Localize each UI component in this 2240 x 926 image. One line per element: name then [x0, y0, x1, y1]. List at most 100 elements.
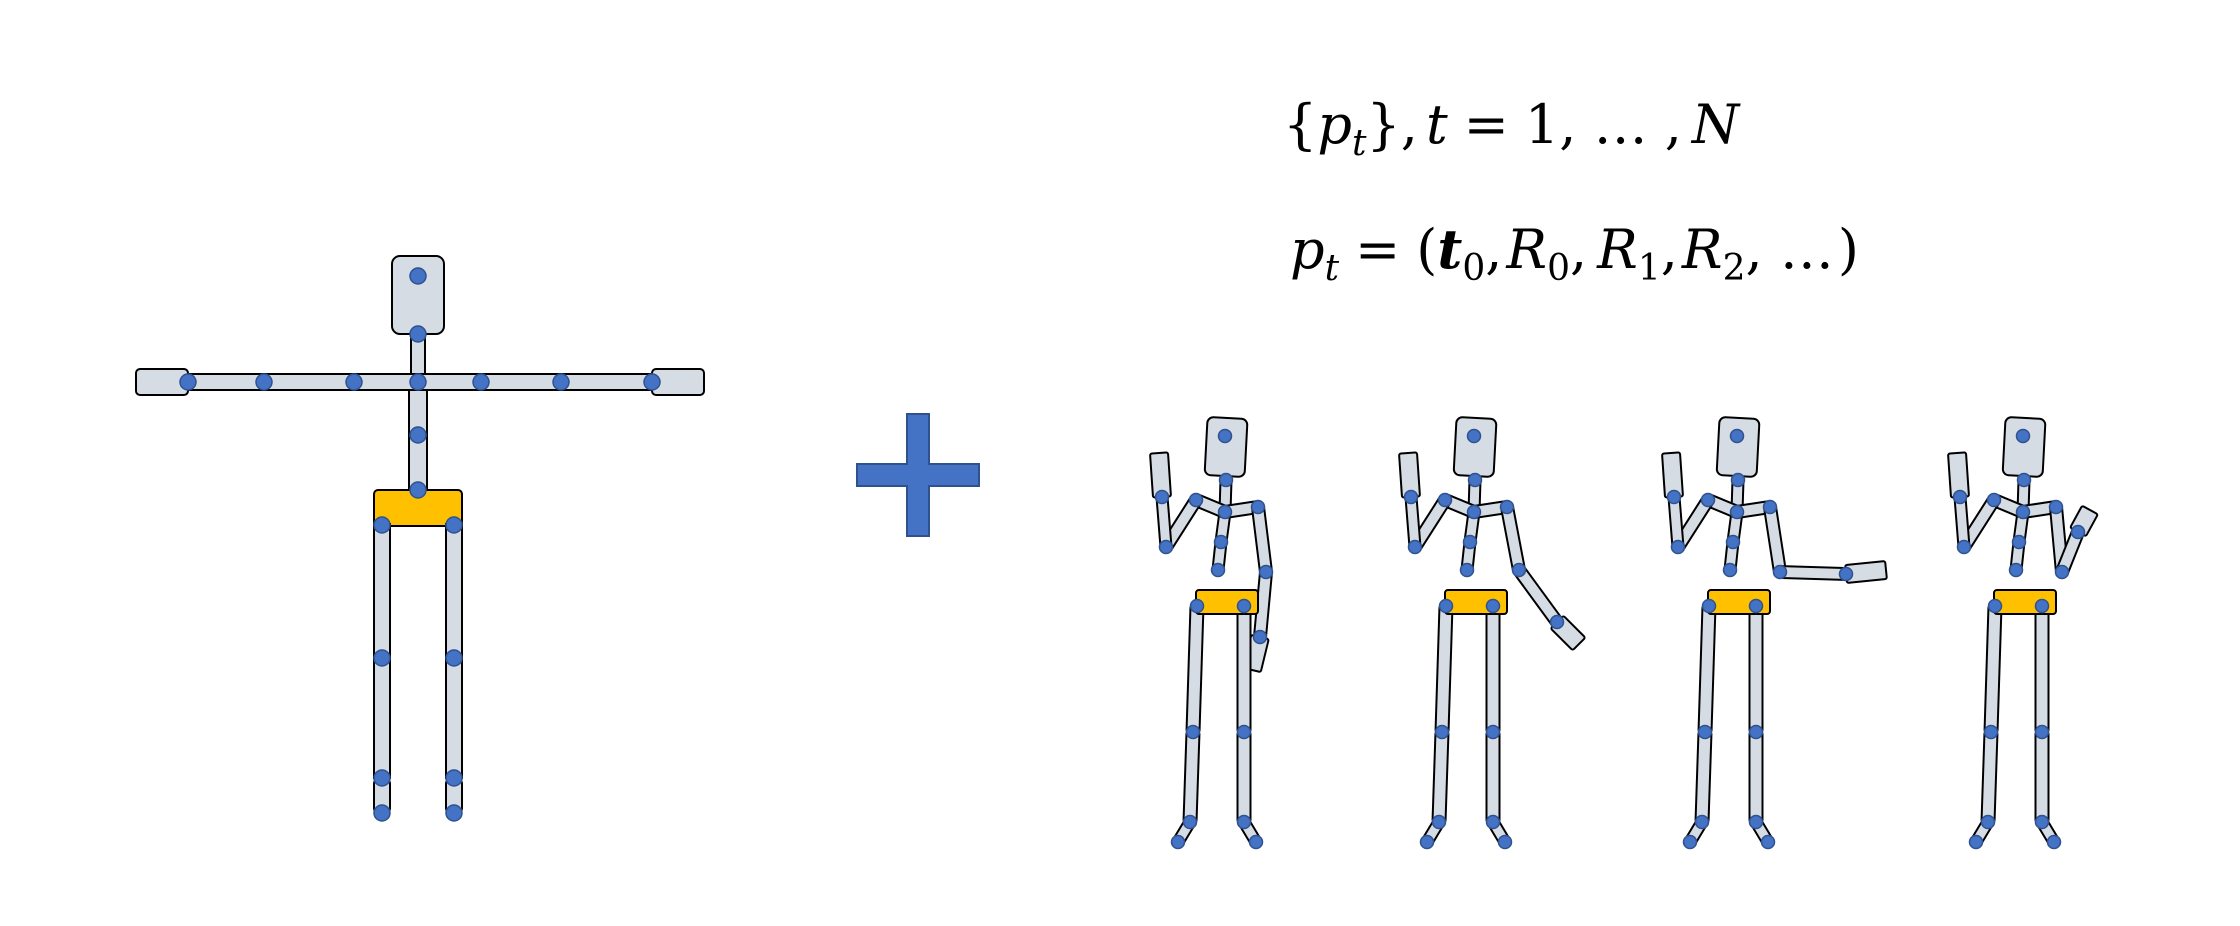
right-thigh — [1485, 605, 1501, 733]
right-shin — [445, 657, 463, 779]
left-shin — [1694, 730, 1713, 824]
left-ankle-joint — [373, 769, 391, 787]
spine-joint — [409, 426, 427, 444]
left-toe-joint — [1682, 834, 1698, 850]
right-knee-joint — [1748, 724, 1764, 740]
chest-joint — [1466, 504, 1482, 520]
left-thigh — [1983, 604, 2003, 734]
left-ankle-joint — [1431, 814, 1447, 830]
chest-joint — [409, 373, 427, 391]
spine-joint — [1462, 534, 1478, 550]
head — [1452, 416, 1498, 478]
spine-joint — [1725, 534, 1741, 550]
right-knee-joint — [1236, 724, 1252, 740]
left-hand-joint — [1403, 489, 1419, 505]
right-thigh — [445, 523, 463, 659]
left-elbow-joint — [255, 373, 273, 391]
right-knee-joint — [2034, 724, 2050, 740]
pelvis-joint — [1210, 562, 1226, 578]
right-upper-arm — [1500, 505, 1526, 572]
pose-figure-1 — [1149, 416, 1274, 850]
right-shin — [1485, 731, 1501, 823]
head-joint — [1729, 428, 1745, 444]
left-collar-joint — [1437, 492, 1453, 508]
right-shin — [1748, 731, 1764, 823]
left-hand-joint — [1666, 489, 1682, 505]
head — [2001, 416, 2047, 478]
pelvis-joint — [1722, 562, 1738, 578]
left-collar-joint — [345, 373, 363, 391]
neck-joint — [2016, 472, 2032, 488]
right-ankle-joint — [445, 769, 463, 787]
right-elbow-joint — [1772, 564, 1788, 580]
right-shin — [1236, 731, 1252, 823]
left-thigh — [1434, 604, 1454, 734]
left-collar-joint — [1700, 492, 1716, 508]
chest-joint — [1729, 504, 1745, 520]
left-hand-joint — [1952, 489, 1968, 505]
left-knee-joint — [1983, 724, 1999, 740]
chest-joint — [1217, 504, 1233, 520]
right-arm — [417, 373, 653, 391]
right-collar-joint — [472, 373, 490, 391]
head — [1715, 416, 1761, 478]
right-wrist-joint — [1549, 614, 1565, 630]
right-collar-joint — [1499, 499, 1515, 515]
head — [1203, 416, 1249, 478]
left-knee-joint — [1697, 724, 1713, 740]
pose-equation: pt = (t0,R0, R1,R2, …) — [1290, 217, 1859, 289]
neck-joint — [1730, 472, 1746, 488]
left-toe-joint — [373, 804, 391, 822]
right-wrist-joint — [2070, 524, 2086, 540]
pose-figure-4 — [1947, 416, 2099, 850]
neck-joint — [1467, 472, 1483, 488]
head-joint — [2015, 428, 2031, 444]
right-ankle-joint — [1748, 814, 1764, 830]
right-elbow-joint — [2054, 564, 2070, 580]
right-thigh — [2034, 605, 2050, 733]
spine-joint — [2011, 534, 2027, 550]
left-shin — [1980, 730, 1999, 824]
pose-figure-3 — [1661, 416, 1888, 850]
spine-joint — [1213, 534, 1229, 550]
left-ankle-joint — [1694, 814, 1710, 830]
right-hip-joint — [1748, 598, 1764, 614]
left-wrist-joint — [179, 373, 197, 391]
right-wrist-joint — [1838, 566, 1854, 582]
rest-pose-skeleton — [135, 255, 705, 822]
right-elbow-joint — [552, 373, 570, 391]
right-thigh — [1748, 605, 1764, 733]
left-hand-joint — [1154, 489, 1170, 505]
right-knee-joint — [445, 649, 463, 667]
right-hip-joint — [445, 516, 463, 534]
left-knee-joint — [1185, 724, 1201, 740]
right-toe-joint — [2046, 834, 2062, 850]
animated-poses — [1149, 416, 2099, 850]
right-wrist-joint — [1252, 629, 1268, 645]
right-toe-joint — [445, 804, 463, 822]
left-wrist-joint — [1956, 539, 1972, 555]
neck-joint — [1218, 472, 1234, 488]
right-knee-joint — [1485, 724, 1501, 740]
left-wrist-joint — [1670, 539, 1686, 555]
left-ankle-joint — [1980, 814, 1996, 830]
left-hip-joint — [1701, 598, 1717, 614]
left-upper-hand — [1404, 495, 1422, 549]
chest-joint — [2015, 504, 2031, 520]
right-collar-joint — [1250, 499, 1266, 515]
left-wrist-joint — [1407, 539, 1423, 555]
right-upper-arm — [1763, 505, 1787, 574]
right-ankle-joint — [2034, 814, 2050, 830]
left-upper-hand — [1155, 495, 1173, 549]
left-upper-hand — [1667, 495, 1685, 549]
left-hip-joint — [1438, 598, 1454, 614]
right-toe-joint — [1248, 834, 1264, 850]
head-joint — [1466, 428, 1482, 444]
right-ankle-joint — [1485, 814, 1501, 830]
pose-figure-2 — [1398, 416, 1586, 850]
left-shin — [1182, 730, 1201, 824]
pelvis-joint — [2008, 562, 2024, 578]
neck-joint — [409, 325, 427, 343]
left-collar-joint — [1986, 492, 2002, 508]
